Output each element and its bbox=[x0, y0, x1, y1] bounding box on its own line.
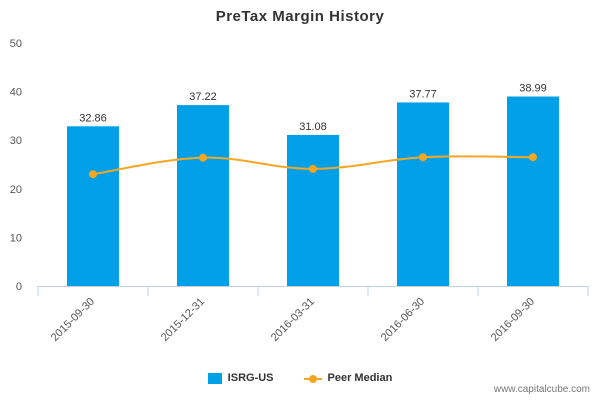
legend-item-isrg[interactable]: ISRG-US bbox=[207, 372, 274, 384]
x-axis-tick-labels: 2015-09-30 2015-12-31 2016-03-31 2016-06-30… bbox=[49, 296, 537, 344]
bar-2016-09-30 bbox=[507, 96, 559, 286]
legend-swatch-isrg bbox=[207, 372, 222, 384]
x-tick-label-2015-09-30: 2015-09-30 bbox=[49, 296, 97, 344]
peer-median-point-2016-09-30 bbox=[529, 153, 537, 162]
y-axis-ticks: 0 10 20 30 40 50 bbox=[10, 38, 22, 293]
y-tick-label-30: 30 bbox=[10, 135, 22, 147]
x-tick-label-2015-12-31: 2015-12-31 bbox=[159, 296, 207, 344]
chart-title: PreTax Margin History bbox=[215, 8, 385, 25]
bar-label-2015-09-30: 32.86 bbox=[79, 112, 107, 124]
bar-series bbox=[67, 96, 559, 286]
bar-2015-12-31 bbox=[177, 105, 229, 286]
bar-label-2016-06-30: 37.77 bbox=[409, 88, 437, 100]
bar-label-2016-09-30: 38.99 bbox=[519, 83, 547, 95]
y-tick-label-20: 20 bbox=[10, 184, 22, 196]
x-tick-label-2016-06-30: 2016-06-30 bbox=[379, 296, 427, 344]
peer-median-point-2015-09-30 bbox=[89, 170, 97, 179]
peer-median-point-2016-06-30 bbox=[419, 153, 427, 162]
bar-2015-09-30 bbox=[67, 126, 119, 286]
y-tick-label-50: 50 bbox=[10, 38, 22, 50]
x-tick-label-2016-09-30: 2016-09-30 bbox=[489, 296, 537, 344]
bar-label-2016-03-31: 31.08 bbox=[299, 121, 327, 133]
legend-swatch-peer-median bbox=[303, 373, 322, 384]
peer-median-series bbox=[89, 153, 537, 179]
bar-label-2015-12-31: 37.22 bbox=[189, 91, 217, 103]
peer-median-point-2016-03-31 bbox=[309, 164, 317, 173]
y-tick-label-0: 0 bbox=[16, 281, 22, 293]
y-tick-label-40: 40 bbox=[10, 87, 22, 99]
legend-label-peer-median: Peer Median bbox=[327, 372, 393, 384]
x-axis bbox=[37, 286, 589, 296]
legend-label-isrg: ISRG-US bbox=[227, 372, 274, 384]
legend-item-peer-median[interactable]: Peer Median bbox=[303, 372, 393, 384]
peer-median-point-2015-12-31 bbox=[199, 153, 207, 162]
bar-data-labels: 32.86 37.22 31.08 37.77 38.99 bbox=[79, 83, 547, 133]
x-tick-label-2016-03-31: 2016-03-31 bbox=[269, 296, 317, 344]
y-tick-label-10: 10 bbox=[10, 232, 22, 244]
bar-2016-03-31 bbox=[287, 134, 339, 286]
legend: ISRG-US Peer Median bbox=[0, 372, 600, 384]
bar-2016-06-30 bbox=[397, 102, 449, 286]
watermark: www.capitalcube.com bbox=[493, 384, 590, 395]
